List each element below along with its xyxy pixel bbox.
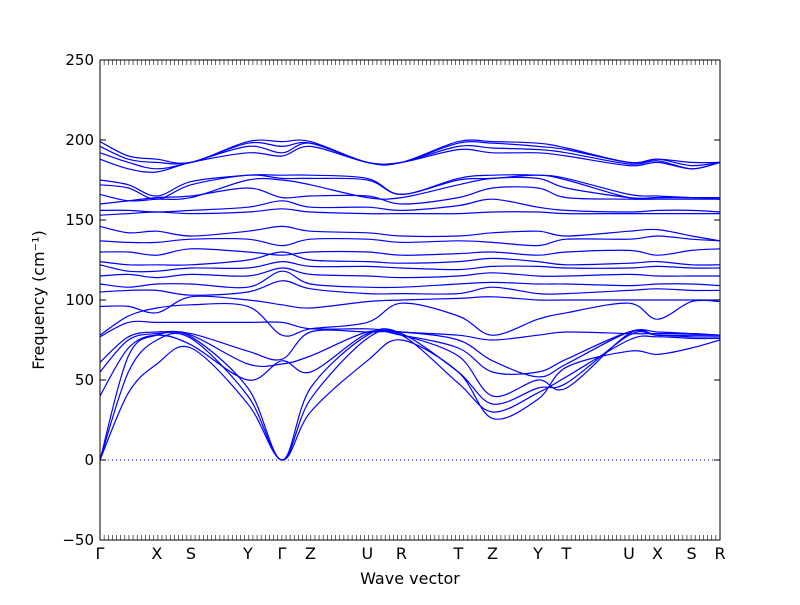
y-tick-label: 150 <box>65 211 94 229</box>
x-tick-label: S <box>686 544 696 563</box>
x-tick-label: R <box>714 544 725 563</box>
x-tick-label: U <box>623 544 635 563</box>
band-line-10 <box>99 280 721 296</box>
y-tick-label: 0 <box>84 451 94 469</box>
band-line-11 <box>99 270 721 289</box>
band-line-1 <box>99 339 721 461</box>
x-tick-label: X <box>151 544 162 563</box>
band-line-13 <box>99 260 721 273</box>
band-line-9 <box>99 295 720 314</box>
x-tick-label: Y <box>532 544 543 563</box>
x-tick-label: U <box>361 544 373 563</box>
band-line-12 <box>99 267 720 279</box>
band-line-18 <box>99 208 720 216</box>
x-axis-label: Wave vector <box>360 569 460 588</box>
bands-layer <box>99 139 721 461</box>
band-line-27 <box>99 139 721 166</box>
x-tick-label: Z <box>487 544 498 563</box>
band-line-7 <box>99 320 721 341</box>
x-tick-label: Y <box>242 544 253 563</box>
x-tick-label: R <box>396 544 407 563</box>
band-line-8 <box>99 299 721 337</box>
x-tick-label: X <box>652 544 663 563</box>
x-tick-label: Γ <box>278 544 287 563</box>
x-tick-label: Z <box>305 544 316 563</box>
band-line-17 <box>99 225 721 242</box>
x-tick-label: T <box>452 544 463 563</box>
x-tick-label: T <box>561 544 572 563</box>
y-tick-label: 250 <box>65 51 94 69</box>
plot-frame <box>99 59 721 541</box>
y-axis-label: Frequency (cm⁻¹) <box>29 230 48 369</box>
y-tick-label: 50 <box>75 371 94 389</box>
x-tick-label: Γ <box>96 544 105 563</box>
band-line-5 <box>99 330 720 375</box>
x-tick-label: S <box>186 544 196 563</box>
y-tick-label: 200 <box>65 131 94 149</box>
y-tick-label: 100 <box>65 291 94 309</box>
band-line-15 <box>99 248 721 256</box>
band-line-16 <box>99 235 721 247</box>
band-line-19 <box>99 198 721 213</box>
band-line-23 <box>99 174 721 199</box>
y-tick-label: −50 <box>62 531 94 549</box>
band-line-14 <box>99 251 721 266</box>
